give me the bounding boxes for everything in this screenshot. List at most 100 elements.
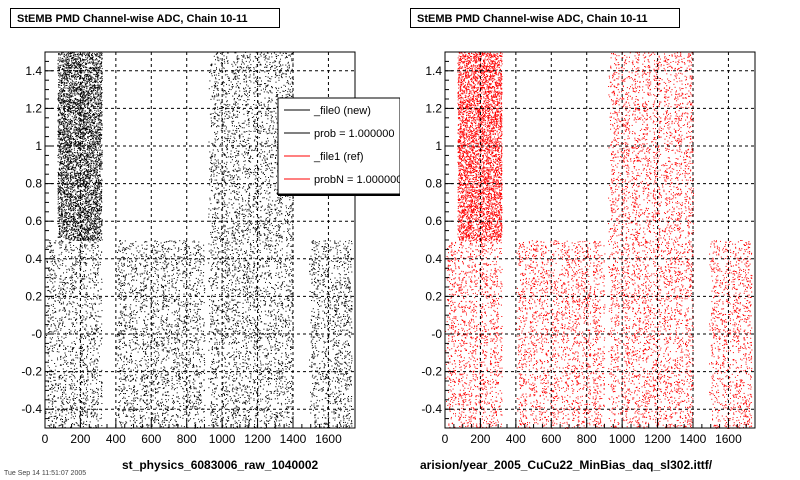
data-point [83, 237, 85, 239]
data-point [75, 309, 77, 311]
data-point [97, 103, 99, 105]
data-point [80, 114, 82, 116]
data-point [62, 227, 64, 229]
data-point [93, 64, 95, 66]
data-point [68, 69, 70, 71]
data-point [87, 213, 89, 214]
data-point [85, 183, 86, 185]
data-point [93, 128, 95, 130]
data-point [83, 103, 85, 105]
data-point [75, 142, 77, 144]
data-point [69, 105, 71, 107]
data-point [63, 203, 65, 205]
data-point [84, 116, 86, 118]
data-point [86, 79, 88, 81]
data-point [65, 133, 67, 135]
data-point [63, 134, 65, 136]
data-point [63, 93, 65, 95]
data-point [66, 196, 68, 198]
data-point [58, 234, 60, 236]
data-point [65, 76, 67, 78]
data-point [91, 189, 92, 191]
data-point [78, 90, 80, 92]
data-point [77, 222, 79, 224]
data-point [83, 156, 85, 158]
data-point [93, 186, 95, 188]
data-point [94, 215, 95, 217]
data-point [98, 68, 100, 70]
data-point [89, 236, 91, 237]
data-point [47, 395, 49, 397]
data-point [82, 129, 84, 130]
data-point [93, 90, 95, 92]
data-point [84, 150, 86, 152]
data-point [66, 101, 68, 103]
data-point [61, 129, 63, 131]
data-point [87, 189, 89, 190]
data-point [101, 95, 103, 97]
data-point [95, 222, 97, 224]
data-point [71, 226, 73, 228]
data-point [81, 132, 83, 134]
data-point [64, 212, 66, 214]
data-point [77, 129, 79, 131]
data-point [73, 89, 75, 91]
data-point [72, 203, 74, 205]
data-point [85, 223, 87, 225]
data-point [91, 99, 93, 101]
data-point [81, 83, 83, 85]
data-point [62, 166, 64, 168]
data-point [64, 146, 66, 148]
data-point [67, 123, 69, 125]
data-point [75, 61, 76, 63]
data-point [74, 156, 76, 158]
data-point [58, 86, 59, 88]
data-point [81, 92, 83, 94]
data-point [66, 70, 68, 72]
data-point [100, 209, 102, 211]
data-point [71, 52, 73, 54]
data-point [89, 215, 91, 217]
data-point [100, 57, 101, 59]
data-point [76, 89, 78, 91]
data-point [57, 154, 59, 156]
data-point [84, 126, 85, 128]
data-point [80, 120, 82, 122]
data-point [85, 264, 87, 266]
data-point [58, 53, 60, 55]
data-point [83, 238, 85, 240]
data-point [83, 89, 85, 91]
data-point [87, 185, 89, 187]
data-point [52, 260, 53, 262]
data-point [58, 100, 60, 102]
data-point [73, 70, 75, 72]
data-point [70, 58, 72, 60]
data-point [61, 167, 63, 169]
data-point [92, 146, 94, 148]
data-point [98, 236, 99, 238]
data-point [83, 135, 85, 137]
data-point [101, 80, 102, 82]
data-point [83, 180, 84, 182]
data-point [68, 196, 70, 198]
data-point [88, 335, 89, 337]
data-point [67, 172, 69, 174]
data-point [82, 178, 84, 180]
data-point [85, 159, 87, 160]
data-point [80, 106, 82, 108]
data-point [86, 131, 88, 133]
data-point [79, 65, 80, 67]
data-point [76, 191, 78, 192]
data-point [87, 156, 89, 158]
data-point [79, 157, 81, 159]
data-point [85, 336, 87, 338]
data-point [82, 94, 84, 96]
data-point [83, 148, 85, 150]
data-point [94, 74, 96, 76]
data-point [93, 213, 95, 215]
data-point [79, 127, 81, 129]
data-point [90, 119, 92, 121]
data-point [80, 115, 82, 117]
data-point [75, 128, 77, 130]
data-point [57, 110, 59, 112]
